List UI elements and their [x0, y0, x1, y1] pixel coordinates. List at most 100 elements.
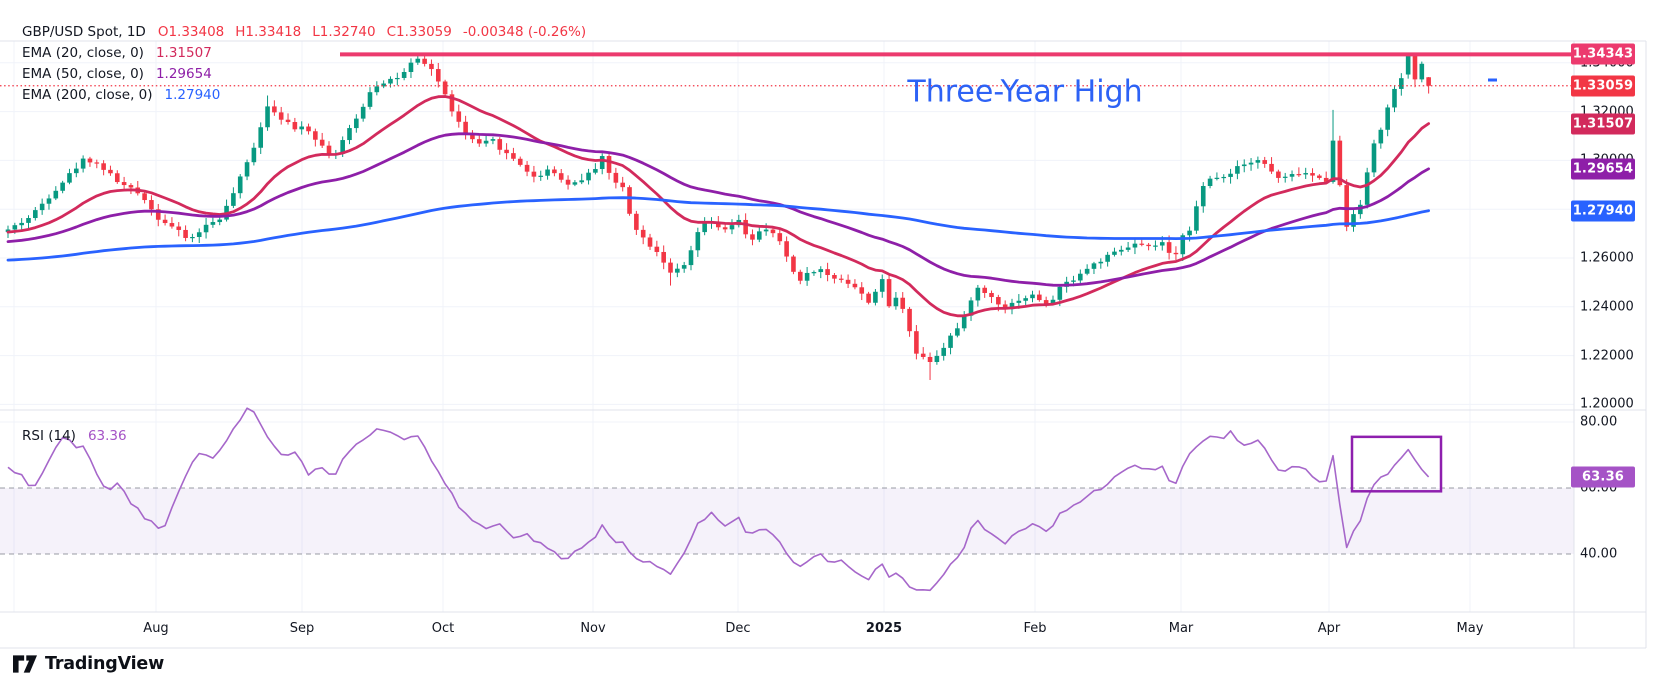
- candle-body: [155, 209, 161, 220]
- candle-body: [757, 231, 762, 240]
- candle-body: [422, 58, 427, 64]
- candle-body: [354, 118, 359, 129]
- indicator-label[interactable]: EMA (20, close, 0): [22, 45, 144, 61]
- candle-body: [620, 182, 625, 188]
- tradingview-logo[interactable]: TradingView: [13, 654, 164, 674]
- candle-body: [74, 168, 79, 174]
- candle-body: [661, 251, 666, 263]
- candle-body: [149, 200, 154, 210]
- rsi-legend[interactable]: RSI (14) 63.36: [22, 428, 127, 444]
- candle-body: [572, 182, 578, 185]
- candle-body: [934, 355, 940, 362]
- candle-body: [1228, 173, 1233, 177]
- ema-20-line[interactable]: [6, 95, 1430, 318]
- price-badge: 1.29654: [1571, 158, 1635, 180]
- candle-body: [101, 163, 106, 170]
- candle-body: [743, 219, 748, 235]
- candle-body: [1241, 164, 1247, 167]
- candle-body: [1235, 166, 1240, 174]
- symbol-title[interactable]: GBP/USD Spot, 1D: [22, 24, 146, 40]
- candle-body: [1105, 254, 1110, 262]
- candle-body: [804, 272, 810, 281]
- candle-body: [1002, 304, 1008, 310]
- month-label-apr: Apr: [1317, 621, 1341, 636]
- indicator-label[interactable]: EMA (50, close, 0): [22, 66, 144, 82]
- candle-body: [531, 171, 537, 177]
- candle-body: [1269, 163, 1274, 172]
- candle-body: [39, 203, 45, 211]
- candle-body: [463, 121, 468, 134]
- ema-50-line[interactable]: [6, 132, 1430, 287]
- candle-body: [859, 287, 865, 294]
- candle-body: [634, 213, 639, 230]
- candle-body: [647, 237, 653, 247]
- candle-body: [169, 223, 175, 227]
- candle-body: [162, 219, 168, 224]
- candle-body: [1132, 243, 1138, 248]
- candle-body: [80, 158, 86, 169]
- candle-body: [927, 356, 933, 362]
- indicator-legend-2[interactable]: EMA (50, close, 0) 1.29654: [22, 66, 212, 82]
- candle-body: [1392, 88, 1397, 108]
- indicator-label[interactable]: EMA (200, close, 0): [22, 87, 153, 103]
- candle-body: [442, 81, 448, 95]
- candle-body: [668, 262, 673, 273]
- candle-body: [784, 241, 789, 257]
- indicator-value: 1.31507: [155, 45, 212, 61]
- candle-body: [681, 265, 687, 269]
- candle-body: [1337, 140, 1343, 186]
- month-label-aug: Aug: [143, 621, 169, 636]
- indicator-legend-3[interactable]: EMA (200, close, 0) 1.27940: [22, 87, 220, 103]
- candle-body: [490, 139, 496, 141]
- candle-body: [565, 179, 571, 185]
- candle-body: [210, 222, 216, 225]
- symbol-legend[interactable]: GBP/USD Spot, 1D O1.33408 H1.33418 L1.32…: [22, 24, 586, 40]
- candle-body: [1139, 243, 1145, 245]
- candle-body: [941, 347, 947, 356]
- candle-body: [1091, 263, 1097, 269]
- candle-body: [1330, 140, 1336, 182]
- candle-body: [1412, 55, 1418, 80]
- candle-body: [1289, 174, 1295, 177]
- candle-body: [907, 308, 912, 332]
- three-year-high-annotation[interactable]: Three-Year High: [907, 74, 1143, 110]
- candle-body: [33, 210, 38, 219]
- candle-body: [1200, 185, 1206, 207]
- candle-body: [866, 293, 871, 303]
- candle-body: [996, 297, 1001, 305]
- candle-body: [695, 232, 701, 251]
- candle-body: [278, 112, 284, 120]
- candle-body: [272, 106, 277, 113]
- rsi-highlight-box[interactable]: [1350, 435, 1443, 493]
- indicator-legend-1[interactable]: EMA (20, close, 0) 1.31507: [22, 45, 212, 61]
- candle-body: [558, 173, 564, 180]
- candle-body: [1112, 251, 1117, 255]
- rsi-line[interactable]: [7, 407, 1430, 592]
- candle-body: [87, 158, 93, 163]
- candle-body: [1159, 242, 1165, 246]
- candle-body: [1419, 63, 1425, 80]
- candle-body: [955, 328, 960, 336]
- candle-body: [476, 139, 482, 144]
- rsi-legend-label[interactable]: RSI (14): [22, 428, 76, 444]
- candle-body: [797, 271, 803, 281]
- candle-body: [1399, 78, 1404, 89]
- candle-body: [1351, 214, 1356, 227]
- candle-body: [395, 77, 400, 80]
- candle-body: [1009, 302, 1015, 310]
- candle-body: [299, 126, 304, 130]
- candle-body: [408, 62, 414, 72]
- candle-body: [1262, 160, 1268, 164]
- candle-body: [313, 131, 318, 140]
- candle-body: [504, 149, 509, 154]
- candle-body: [1248, 162, 1254, 165]
- ema-200-line[interactable]: [6, 196, 1430, 262]
- candle-body: [606, 156, 612, 173]
- candle-body: [142, 193, 147, 201]
- month-label-may: May: [1456, 621, 1484, 636]
- candle-body: [640, 229, 646, 238]
- ohlc-close: C1.33059: [386, 24, 452, 40]
- candle-body: [1084, 268, 1090, 274]
- candle-body: [60, 182, 65, 191]
